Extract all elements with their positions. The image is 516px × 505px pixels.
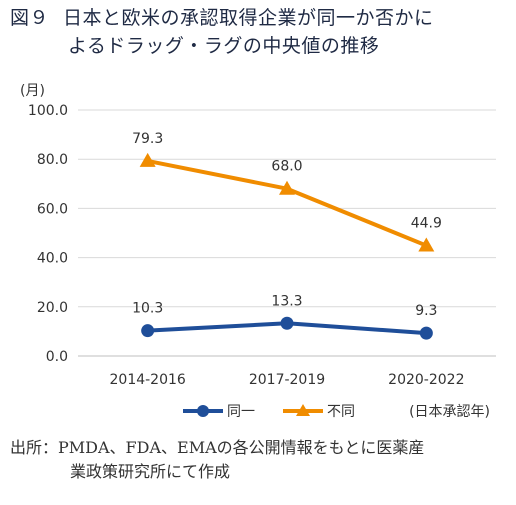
figure-title-text1: 日本と欧米の承認取得企業が同一か否かに (63, 7, 434, 29)
figure-number: 図９ (10, 7, 50, 29)
series-layer (139, 152, 435, 340)
data-label: 68.0 (271, 159, 302, 175)
source-note: 出所：PMDA、FDA、EMAの各公開情報をもとに医薬産 業政策研究所にて作成 (10, 436, 510, 484)
line-chart: (月) 0.0 20.0 40.0 60.0 80.0 100.0 2014-2016 2017… (20, 83, 496, 420)
y-tick-label: 80.0 (37, 152, 68, 168)
figure-title: 図９ 日本と欧米の承認取得企業が同一か否かに よるドラッグ・ラグの中央値の推移 (10, 4, 510, 60)
data-label: 13.3 (271, 293, 302, 309)
y-tick-label: 0.0 (46, 349, 68, 365)
legend-label: 不同 (327, 404, 355, 420)
data-point (279, 180, 295, 195)
data-point (418, 237, 435, 252)
legend-swatch-marker (197, 405, 209, 417)
x-axis-label: (日本承認年) (409, 404, 490, 420)
y-axis-unit: (月) (20, 83, 45, 99)
legend: 同一 不同 (日本承認年) (183, 404, 490, 420)
x-tick-label: 2020-2022 (388, 372, 464, 388)
data-labels: 10.3 13.3 9.3 79.3 68.0 44.9 (132, 131, 442, 319)
legend-label: 同一 (227, 404, 255, 420)
data-label: 44.9 (411, 216, 442, 232)
figure-title-line2: よるドラッグ・ラグの中央値の推移 (68, 35, 380, 57)
data-point (419, 326, 433, 340)
y-tick-label: 20.0 (37, 300, 68, 316)
x-tick-label: 2017-2019 (249, 372, 325, 388)
data-point (139, 152, 156, 167)
figure-title-line1: 図９ 日本と欧米の承認取得企業が同一か否かに (10, 4, 510, 32)
source-line2: 業政策研究所にて作成 (70, 462, 231, 481)
source-prefix: 出所： (10, 438, 59, 457)
data-label: 9.3 (415, 303, 437, 319)
data-label: 79.3 (132, 131, 163, 147)
legend-swatch-marker (296, 404, 310, 416)
data-point (141, 324, 155, 338)
source-line1: PMDA、FDA、EMAの各公開情報をもとに医薬産 (58, 438, 425, 457)
axes: (月) 0.0 20.0 40.0 60.0 80.0 100.0 2014-2016 2017… (20, 83, 464, 388)
data-point (280, 316, 294, 330)
y-tick-label: 40.0 (37, 251, 68, 267)
y-tick-label: 60.0 (37, 201, 68, 217)
y-tick-label: 100.0 (28, 103, 68, 119)
data-label: 10.3 (132, 301, 163, 317)
x-tick-label: 2014-2016 (110, 372, 186, 388)
